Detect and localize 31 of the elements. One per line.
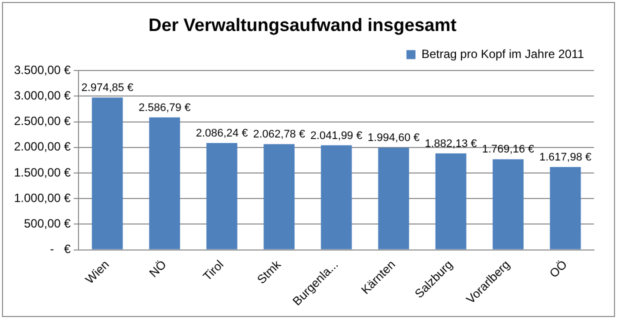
bar xyxy=(492,159,524,250)
legend-label: Betrag pro Kopf im Jahre 2011 xyxy=(421,46,584,61)
data-label: 1.994,60 € xyxy=(368,132,420,144)
x-tick-label: NÖ xyxy=(146,257,170,280)
bar xyxy=(550,166,581,250)
data-label: 2.086,24 € xyxy=(196,128,248,140)
chart-title: Der Verwaltungsaufwand insgesamt xyxy=(148,14,457,35)
data-label: 1.769,16 € xyxy=(482,144,534,156)
y-tick-label: - € xyxy=(50,242,72,256)
y-tick-label: 500,00 € xyxy=(24,216,72,230)
data-label: 1.882,13 € xyxy=(424,138,477,150)
y-tick-label: 1.000,00 € xyxy=(14,190,72,205)
data-label: 1.617,98 € xyxy=(539,151,592,164)
bar xyxy=(435,153,466,250)
data-label: 2.041,99 € xyxy=(310,130,362,142)
y-tick-label: 3.500,00 € xyxy=(14,62,72,77)
data-label: 2.974,85 € xyxy=(81,82,134,94)
y-tick-label: 1.500,00 € xyxy=(14,165,72,180)
x-tick-label: Tirol xyxy=(200,257,226,284)
y-tick-label: 3.000,00 € xyxy=(14,88,72,103)
data-label: 2.062,78 € xyxy=(253,128,306,141)
bar xyxy=(92,97,123,250)
data-label: 2.586,79 € xyxy=(138,102,191,114)
bar xyxy=(320,145,352,250)
bar xyxy=(206,142,238,250)
y-tick-label: 2.000,00 € xyxy=(14,140,72,154)
x-tick-label: OÖ xyxy=(546,257,570,281)
bar xyxy=(264,144,295,250)
y-tick-label: 2.500,00 € xyxy=(14,114,72,128)
bar xyxy=(149,117,180,250)
bar xyxy=(378,148,410,250)
